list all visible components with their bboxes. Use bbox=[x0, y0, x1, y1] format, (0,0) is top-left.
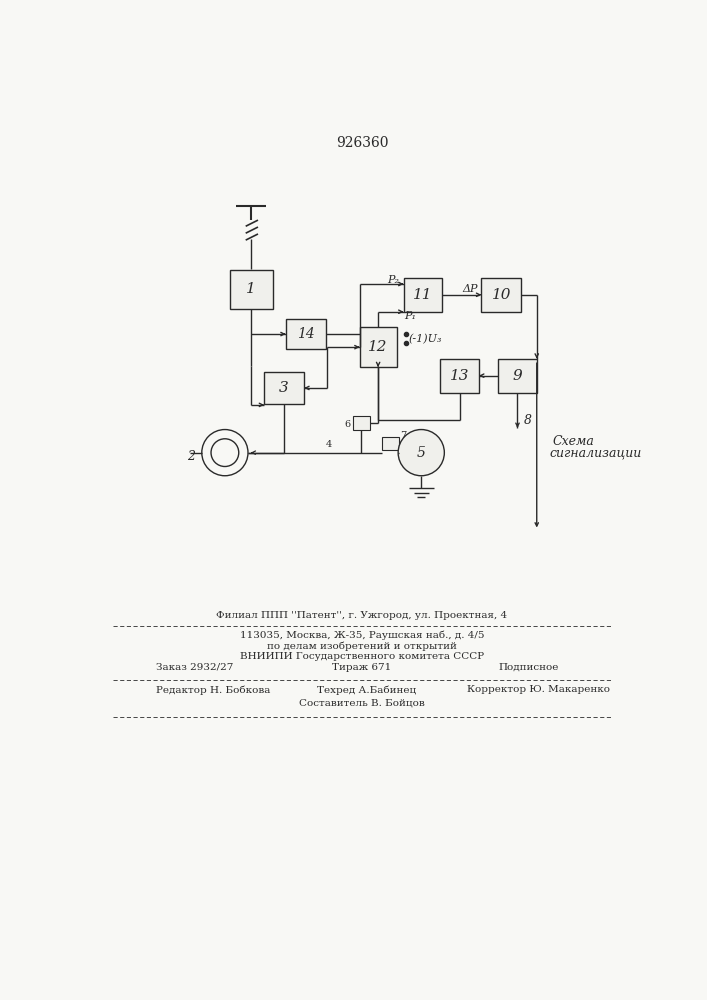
Text: 12: 12 bbox=[368, 340, 388, 354]
Bar bbox=[360, 327, 397, 367]
Text: ΔP: ΔP bbox=[462, 284, 477, 294]
Bar bbox=[481, 278, 521, 312]
Text: Корректор Ю. Макаренко: Корректор Ю. Макаренко bbox=[467, 685, 610, 694]
Bar bbox=[498, 359, 537, 393]
Text: 113035, Москва, Ж-35, Раушская наб., д. 4/5: 113035, Москва, Ж-35, Раушская наб., д. … bbox=[240, 630, 484, 640]
Text: сигнализации: сигнализации bbox=[550, 447, 642, 460]
Text: Редактор Н. Бобкова: Редактор Н. Бобкова bbox=[156, 685, 270, 695]
Text: по делам изобретений и открытий: по делам изобретений и открытий bbox=[267, 641, 457, 651]
Text: 926360: 926360 bbox=[336, 136, 388, 150]
Text: 2: 2 bbox=[187, 450, 195, 463]
Text: 3: 3 bbox=[279, 381, 289, 395]
Bar bbox=[264, 372, 304, 404]
Text: 7: 7 bbox=[399, 431, 406, 440]
Text: Техред А.Бабинец: Техред А.Бабинец bbox=[317, 685, 416, 695]
Bar bbox=[353, 416, 370, 430]
Bar bbox=[440, 359, 479, 393]
Bar bbox=[404, 278, 442, 312]
Text: 10: 10 bbox=[491, 288, 511, 302]
Text: Составитель В. Бойцов: Составитель В. Бойцов bbox=[299, 698, 425, 707]
Bar bbox=[286, 319, 326, 349]
Circle shape bbox=[398, 430, 444, 476]
Text: 6: 6 bbox=[344, 420, 351, 429]
Text: P₂: P₂ bbox=[387, 275, 399, 285]
Text: 8: 8 bbox=[525, 414, 532, 427]
Text: 14: 14 bbox=[297, 327, 315, 341]
Text: P₁: P₁ bbox=[404, 311, 416, 321]
Text: ВНИИПИ Государственного комитета СССР: ВНИИПИ Государственного комитета СССР bbox=[240, 652, 484, 661]
Text: Заказ 2932/27: Заказ 2932/27 bbox=[156, 663, 233, 672]
Text: 4: 4 bbox=[326, 440, 332, 449]
Bar bbox=[382, 437, 399, 450]
Bar bbox=[230, 270, 273, 309]
Text: 13: 13 bbox=[450, 369, 469, 383]
Text: 9: 9 bbox=[513, 369, 522, 383]
Text: (-1)U₃: (-1)U₃ bbox=[409, 334, 442, 344]
Text: 5: 5 bbox=[417, 446, 426, 460]
Text: Тираж 671: Тираж 671 bbox=[332, 663, 392, 672]
Text: 1: 1 bbox=[246, 282, 256, 296]
Text: Подписное: Подписное bbox=[498, 663, 559, 672]
Text: 11: 11 bbox=[413, 288, 433, 302]
Text: Филиал ППП ''Патент'', г. Ужгород, ул. Проектная, 4: Филиал ППП ''Патент'', г. Ужгород, ул. П… bbox=[216, 611, 508, 620]
Text: Схема: Схема bbox=[552, 435, 594, 448]
